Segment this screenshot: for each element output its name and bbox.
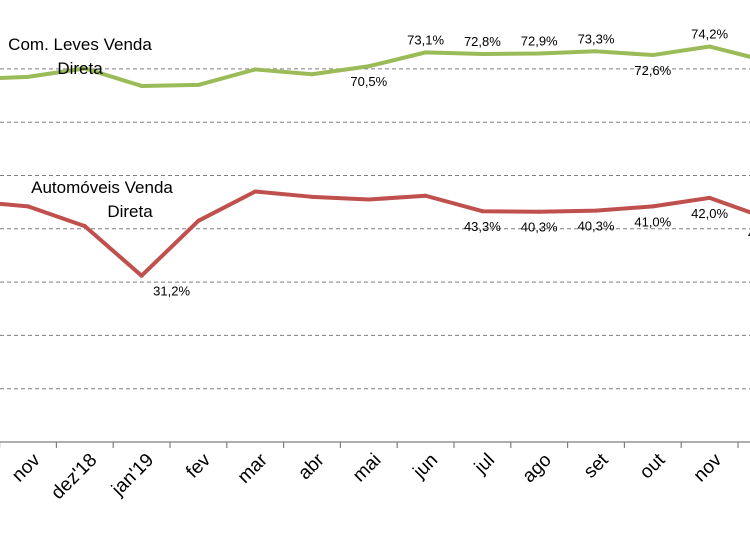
x-tick-label: set — [580, 449, 613, 482]
data-point — [650, 53, 655, 58]
data-label: 72,6% — [634, 63, 671, 78]
data-point — [707, 44, 712, 49]
x-tick-label: fev — [182, 449, 215, 482]
series-name-label: Direta — [107, 202, 153, 221]
data-point — [139, 273, 144, 278]
data-label: 73,3% — [578, 31, 615, 46]
data-point — [310, 194, 314, 199]
data-point — [26, 204, 30, 209]
x-tick-label: nov — [8, 449, 45, 486]
data-point — [139, 83, 144, 88]
grid-lines — [0, 68, 750, 390]
data-labels: 70,5% 73,1% 72,8% 72,9% 73,3% 72,6% 74,2% 31,2%… — [153, 27, 750, 299]
series-name-label: Direta — [57, 59, 103, 78]
data-point — [480, 51, 485, 56]
data-label: 70,5% — [350, 74, 387, 89]
x-tick-label: jan'19 — [107, 450, 158, 501]
data-point — [82, 224, 87, 229]
series-labels: Com. Leves Venda Direta Automóveis Venda Di… — [8, 35, 173, 221]
data-label: 42,0% — [691, 206, 728, 221]
data-point — [650, 204, 655, 209]
x-tick-label: dez — [746, 450, 750, 487]
data-point — [423, 50, 428, 55]
x-tick-label: mar — [234, 449, 272, 487]
x-tick-label: jun — [409, 450, 442, 483]
data-point — [196, 218, 201, 223]
data-point — [310, 72, 314, 77]
data-label: 41,0% — [634, 214, 671, 229]
data-label: 40,3% — [521, 220, 558, 235]
data-label: 43,3% — [464, 219, 501, 234]
data-point — [26, 74, 30, 79]
data-point — [253, 67, 258, 72]
data-point — [594, 208, 598, 213]
x-tick-label: jul — [470, 450, 499, 479]
series-lines — [0, 44, 750, 278]
x-tick-label: ago — [519, 450, 556, 487]
data-point — [196, 82, 201, 87]
data-point — [423, 193, 428, 198]
data-point — [707, 195, 712, 200]
data-label: 74,2% — [691, 27, 728, 42]
x-tick-label: dez'18 — [47, 450, 101, 504]
data-point — [537, 209, 542, 214]
axes — [0, 441, 750, 448]
data-point — [253, 189, 258, 194]
x-tick-label: abr — [294, 449, 329, 484]
data-point — [366, 197, 371, 202]
data-point — [82, 66, 87, 71]
data-label: 45,2% — [748, 226, 750, 241]
x-tick-labels: nov dez'18 jan'19 fev mar abr mai jun jul ago set o… — [8, 449, 750, 504]
data-label: 31,2% — [153, 284, 190, 299]
x-tick-label: mai — [349, 450, 386, 487]
data-label: 40,3% — [578, 219, 615, 234]
data-point — [594, 49, 598, 54]
data-point — [366, 64, 371, 69]
data-label: 73,1% — [407, 32, 444, 47]
series-name-label: Automóveis Venda — [31, 178, 173, 197]
x-tick-label: out — [636, 449, 670, 483]
data-label: 72,9% — [521, 33, 558, 48]
x-tick-label: nov — [690, 449, 727, 486]
series-name-label: Com. Leves Venda — [8, 35, 152, 54]
data-point — [480, 209, 485, 214]
data-label: 72,8% — [464, 34, 501, 49]
data-point — [537, 51, 542, 56]
